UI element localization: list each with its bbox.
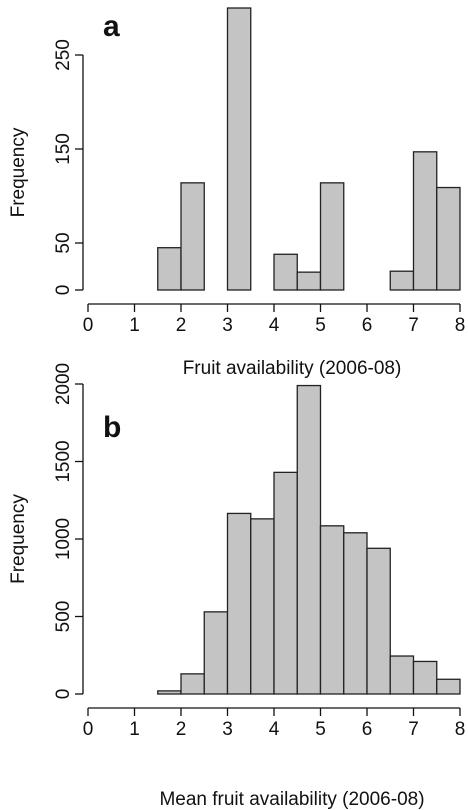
x-tick-label-a-3: 3 [222,315,233,336]
x-axis-label-b: Mean fruit availability (2006-08) [159,789,424,810]
histogram-panel-b: 0 500 1000 1500 2000 0 1 2 3 4 5 6 7 8 Mean fruit avai… [8,363,465,810]
histogram-bar-b-9 [366,547,391,695]
x-tick-label-b-8: 8 [455,719,466,740]
histogram-bar-a-7 [319,182,345,291]
x-tick-label-a-5: 5 [315,315,326,336]
y-tick-label-b-4: 2000 [53,363,74,405]
panel-letter-b: b [103,411,121,444]
histogram-panel-a: 0 50 150 250 0 1 2 3 4 5 6 7 8 Fruit availability (20… [8,7,466,379]
x-tick-label-b-0: 0 [83,719,94,740]
histogram-bar-a-11 [412,151,438,291]
x-tick-label-b-3: 3 [222,719,233,740]
histogram-bar-b-10 [389,655,415,695]
x-tick-label-b-5: 5 [315,719,326,740]
x-tick-label-b-2: 2 [176,719,187,740]
panel-letter-a: a [103,10,120,43]
y-tick-label-b-2: 1000 [53,518,74,560]
histogram-bar-b-3 [226,512,252,695]
x-tick-label-a-2: 2 [176,315,187,336]
histogram-bar-b-12 [436,678,461,695]
y-axis-label-b: Frequency [8,494,29,584]
y-tick-label-a-1: 50 [53,232,74,253]
y-tick-label-b-3: 1500 [53,440,74,482]
x-tick-label-b-7: 7 [408,719,419,740]
x-tick-label-a-7: 7 [408,315,419,336]
y-tick-label-a-3: 250 [53,39,74,71]
x-tick-label-b-4: 4 [269,719,280,740]
histogram-bar-a-5 [273,253,298,291]
histogram-bar-b-5 [273,471,298,695]
histogram-bar-b-11 [412,660,438,695]
histogram-bar-b-1 [180,673,205,695]
x-tick-label-a-1: 1 [129,315,140,336]
x-tick-label-a-6: 6 [362,315,373,336]
y-tick-label-b-1: 500 [53,601,74,633]
histogram-bar-a-1 [180,182,205,291]
histogram-bar-b-0 [157,690,182,695]
y-tick-label-b-0: 0 [53,689,74,700]
x-tick-label-b-6: 6 [362,719,373,740]
histogram-bar-a-0 [157,247,182,291]
y-tick-label-a-2: 150 [53,133,74,165]
histogram-bar-a-10 [389,270,415,291]
y-axis-label-a: Frequency [8,127,29,217]
x-tick-label-b-1: 1 [129,719,140,740]
histogram-bar-b-7 [319,525,345,695]
x-tick-label-a-8: 8 [455,315,466,336]
histogram-bar-a-12 [436,186,461,291]
histogram-bar-a-6 [296,271,322,291]
histogram-bar-b-2 [203,611,229,695]
histogram-bar-a-3 [226,7,252,291]
histogram-bar-b-4 [250,518,275,695]
y-tick-label-a-0: 0 [53,285,74,296]
histogram-bar-b-6 [296,384,322,695]
x-tick-label-a-0: 0 [83,315,94,336]
x-tick-label-a-4: 4 [269,315,280,336]
histogram-bar-b-8 [343,532,368,695]
x-axis-label-a: Fruit availability (2006-08) [183,358,402,379]
